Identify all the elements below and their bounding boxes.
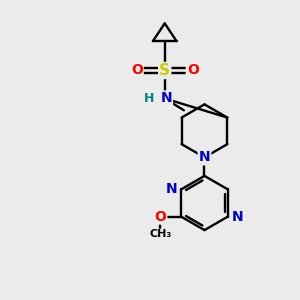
Text: N: N <box>232 209 243 224</box>
Text: S: S <box>159 63 170 78</box>
Text: H: H <box>144 92 154 105</box>
Text: O: O <box>131 64 143 77</box>
Text: N: N <box>166 182 178 197</box>
Text: N: N <box>199 150 210 164</box>
Text: N: N <box>160 92 172 106</box>
Text: O: O <box>154 209 166 224</box>
Text: O: O <box>187 64 199 77</box>
Text: CH₃: CH₃ <box>149 229 172 239</box>
